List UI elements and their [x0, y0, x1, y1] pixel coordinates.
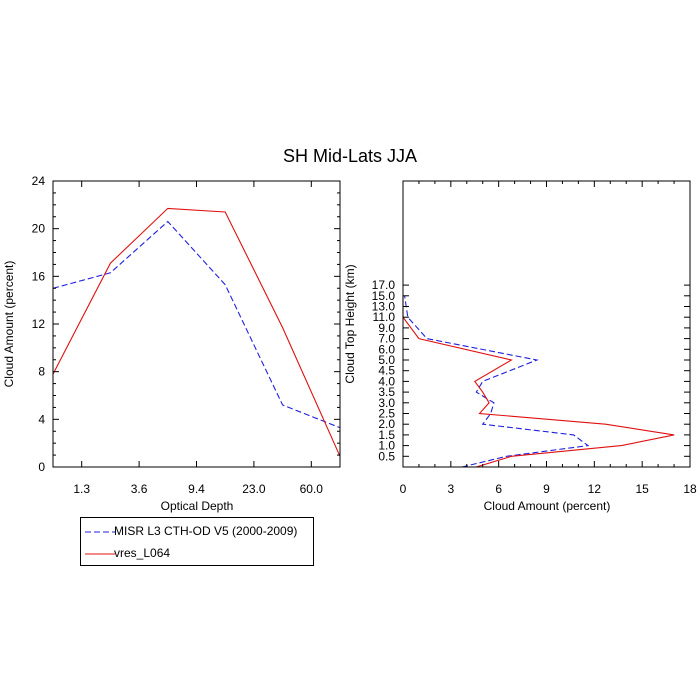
right-x-tick-label: 12 [588, 482, 602, 496]
right-x-tick-label: 0 [400, 482, 407, 496]
right-y-tick-label: 2.0 [378, 417, 395, 431]
left-series-line-obs [52, 220, 341, 429]
left-axes: 0 4 8 12 16 20 24 1.3 3.6 9.4 23.0 60.0 [32, 174, 340, 496]
right-x-axis-label: Cloud Amount (percent) [484, 499, 611, 513]
left-y-tick-label: 8 [38, 365, 45, 379]
right-series-line-model [402, 295, 675, 468]
left-series-group [52, 207, 341, 457]
legend-entry-obs: MISR L3 CTH-OD V5 (2000-2009) [81, 521, 313, 543]
right-y-tick-label: 7.0 [378, 332, 395, 346]
legend: MISR L3 CTH-OD V5 (2000-2009) vres_L064 [80, 517, 314, 566]
left-x-axis-label: Optical Depth [161, 499, 234, 513]
right-y-tick-label: 11.0 [373, 310, 396, 324]
left-y-tick-label: 0 [38, 460, 45, 474]
right-y-tick-label: 4.0 [378, 374, 395, 388]
right-y-tick-label: 0.5 [378, 449, 395, 463]
right-y-tick-label: 2.5 [378, 407, 395, 421]
left-plot-frame [52, 180, 341, 468]
legend-entry-model: vres_L064 [81, 543, 313, 565]
right-series-group [402, 295, 675, 468]
right-y-axis-label: Cloud Top Height (km) [343, 264, 357, 383]
left-x-tick-label: 1.3 [73, 482, 90, 496]
left-chart: 0 4 8 12 16 20 24 1.3 3.6 9.4 23.0 60.0 Optical Dep… [2, 174, 341, 513]
right-y-tick-label: 1.5 [378, 428, 395, 442]
right-x-tick-label: 15 [635, 482, 649, 496]
legend-swatch-model [85, 553, 115, 555]
right-y-tick-label: 15.0 [372, 289, 396, 303]
legend-label-model: vres_L064 [114, 546, 171, 560]
left-y-tick-label: 20 [32, 222, 46, 236]
legend-label-obs: MISR L3 CTH-OD V5 (2000-2009) [114, 524, 298, 538]
left-y-tick-label: 12 [32, 317, 46, 331]
left-y-tick-label: 24 [32, 174, 46, 188]
right-chart: 0 3 6 9 12 15 18 0.51.01.52.02.53.03.54.04.55.0… [343, 180, 697, 513]
left-series-line-model [52, 207, 341, 457]
right-y-tick-label: 4.5 [378, 364, 395, 378]
left-x-tick-label: 60.0 [300, 482, 324, 496]
left-x-tick-label: 9.4 [188, 482, 205, 496]
legend-swatch-obs [85, 531, 115, 533]
right-series-line-obs [404, 295, 590, 468]
right-axes: 0 3 6 9 12 15 18 0.51.01.52.02.53.03.54.04.55.0… [372, 181, 697, 496]
left-x-tick-label: 23.0 [242, 482, 266, 496]
figure-title: SH Mid-Lats JJA [283, 146, 417, 166]
right-plot-frame [402, 180, 691, 468]
right-y-tick-label: 9.0 [378, 321, 395, 335]
right-y-tick-label: 1.0 [378, 439, 395, 453]
left-y-tick-label: 4 [38, 412, 45, 426]
right-y-tick-label: 17.0 [372, 278, 396, 292]
right-y-tick-label: 5.0 [378, 353, 395, 367]
right-y-tick-label: 6.0 [378, 342, 395, 356]
right-x-tick-label: 18 [683, 482, 697, 496]
left-x-tick-label: 3.6 [131, 482, 148, 496]
right-y-tick-label: 3.0 [378, 396, 395, 410]
left-y-axis-label: Cloud Amount (percent) [2, 261, 16, 388]
right-x-tick-label: 6 [495, 482, 502, 496]
right-x-tick-label: 3 [447, 482, 454, 496]
right-y-tick-label: 3.5 [378, 385, 395, 399]
right-x-tick-label: 9 [543, 482, 550, 496]
left-y-tick-label: 16 [32, 269, 46, 283]
right-y-tick-label: 13.0 [372, 300, 396, 314]
